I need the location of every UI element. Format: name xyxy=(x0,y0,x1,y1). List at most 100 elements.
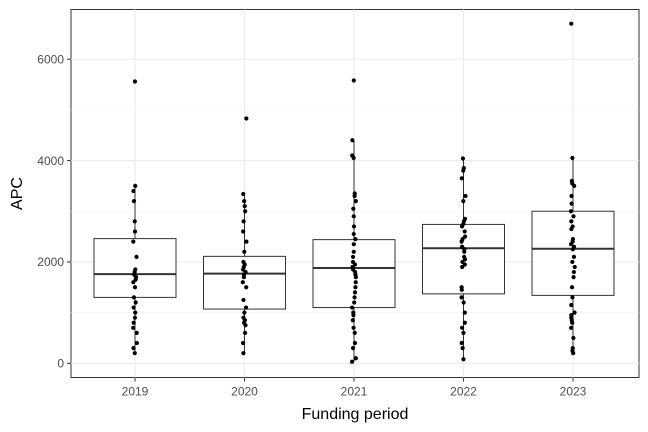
data-point xyxy=(459,224,465,229)
data-point xyxy=(134,254,139,259)
x-tick-label: 2023 xyxy=(560,385,587,399)
data-point xyxy=(132,351,137,356)
data-point xyxy=(459,287,464,292)
data-point xyxy=(241,351,246,356)
data-point xyxy=(131,320,136,325)
data-point xyxy=(131,346,136,351)
data-point xyxy=(244,116,249,121)
data-point xyxy=(244,285,249,290)
data-point xyxy=(132,79,138,84)
data-point xyxy=(244,239,249,244)
data-point xyxy=(572,264,577,270)
data-point xyxy=(571,214,576,219)
data-point xyxy=(462,310,467,315)
data-point xyxy=(569,226,574,232)
data-point xyxy=(352,330,357,335)
data-point xyxy=(569,201,574,206)
data-point xyxy=(243,323,248,328)
data-point xyxy=(461,199,466,204)
data-point xyxy=(570,247,575,252)
data-point xyxy=(572,183,577,188)
data-point xyxy=(351,206,356,211)
data-point xyxy=(459,325,465,330)
data-point xyxy=(352,193,357,199)
data-point xyxy=(131,280,136,285)
data-point xyxy=(240,340,246,346)
data-point xyxy=(243,330,248,335)
data-point xyxy=(569,193,574,199)
data-point xyxy=(131,305,136,310)
data-point xyxy=(353,280,358,285)
data-point xyxy=(459,176,464,181)
data-point xyxy=(351,231,356,237)
data-point xyxy=(460,346,465,351)
data-point xyxy=(131,295,137,300)
y-tick-label: 0 xyxy=(57,357,64,371)
data-point xyxy=(353,199,358,204)
data-point xyxy=(571,269,576,275)
data-point xyxy=(460,156,466,161)
data-point xyxy=(461,330,466,335)
data-point xyxy=(243,305,249,310)
data-point xyxy=(462,257,468,262)
data-point xyxy=(570,155,575,161)
data-point xyxy=(353,275,358,280)
data-point xyxy=(352,300,357,305)
data-point xyxy=(568,209,574,214)
data-point xyxy=(132,285,138,290)
data-point xyxy=(241,219,246,224)
data-point xyxy=(241,229,246,234)
data-point xyxy=(571,254,577,259)
x-tick-label: 2019 xyxy=(122,385,149,399)
data-point xyxy=(242,199,247,204)
data-point xyxy=(569,219,574,224)
data-point xyxy=(132,229,138,234)
data-point xyxy=(351,224,357,229)
data-point xyxy=(134,340,139,346)
data-point xyxy=(241,297,246,303)
y-tick-label: 6000 xyxy=(37,52,64,66)
data-point xyxy=(461,300,466,305)
data-point xyxy=(459,239,464,244)
data-point xyxy=(570,295,575,300)
y-tick-label: 4000 xyxy=(37,154,64,168)
x-tick-label: 2021 xyxy=(341,385,368,399)
data-point xyxy=(241,191,246,197)
data-point xyxy=(353,356,358,361)
data-point xyxy=(240,280,245,285)
data-point xyxy=(242,204,247,209)
data-point xyxy=(462,262,467,267)
data-point xyxy=(133,183,138,188)
data-point xyxy=(353,285,358,290)
data-point xyxy=(570,320,575,325)
y-axis-title: APC xyxy=(9,177,26,210)
data-point xyxy=(459,340,464,346)
y-tick-label: 2000 xyxy=(37,255,64,269)
data-point xyxy=(463,193,468,199)
box-iqr xyxy=(531,210,615,296)
data-point xyxy=(132,315,138,320)
data-point xyxy=(131,188,136,194)
data-point xyxy=(243,209,248,214)
data-point xyxy=(570,259,575,265)
data-point xyxy=(571,351,576,356)
data-point xyxy=(462,320,467,325)
data-point xyxy=(353,237,358,242)
x-axis-title: Funding period xyxy=(302,406,409,423)
data-point xyxy=(569,285,575,290)
data-point xyxy=(241,275,247,280)
data-point xyxy=(460,264,465,270)
data-point xyxy=(569,302,574,308)
data-point xyxy=(350,346,356,351)
data-point xyxy=(351,242,356,247)
data-point xyxy=(352,340,358,346)
data-point xyxy=(571,275,576,280)
data-point xyxy=(351,78,356,83)
data-point xyxy=(351,214,356,219)
data-point xyxy=(134,330,139,335)
data-point xyxy=(461,357,466,362)
data-point xyxy=(131,199,137,204)
data-point xyxy=(351,249,356,254)
data-point xyxy=(462,249,467,254)
